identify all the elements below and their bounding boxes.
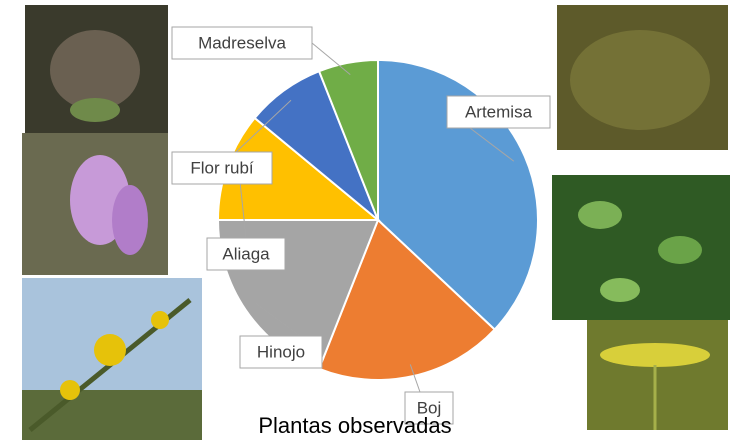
- photo-detail: [587, 430, 728, 438]
- pie-slice: [317, 58, 379, 221]
- leader-line: [469, 127, 515, 162]
- label-box: [206, 237, 286, 271]
- photo-detail: [658, 236, 702, 264]
- label-box: [171, 26, 313, 60]
- photo-detail: [600, 343, 710, 367]
- label-box: [239, 335, 323, 369]
- data-label: Aliaga: [222, 244, 270, 263]
- label-box: [171, 151, 273, 185]
- photo: [587, 320, 728, 438]
- label-box: [404, 391, 454, 425]
- label-box: [446, 95, 551, 129]
- photo-detail: [600, 278, 640, 302]
- photo-detail: [578, 201, 622, 229]
- data-label: Madreselva: [198, 33, 286, 52]
- photo-detail: [570, 30, 710, 130]
- leader-line: [311, 42, 351, 76]
- photo-detail: [50, 30, 140, 110]
- chart-title: Plantas observadas: [258, 413, 451, 438]
- photo-detail: [70, 98, 120, 122]
- data-label: Boj: [417, 398, 442, 417]
- data-label: Flor rubí: [190, 158, 254, 177]
- data-label: Hinojo: [257, 342, 305, 361]
- leader-line: [235, 99, 292, 153]
- photo-detail: [112, 185, 148, 255]
- photos: [22, 5, 730, 440]
- photo-detail: [151, 311, 169, 329]
- photo: [552, 175, 730, 320]
- photo-detail: [94, 334, 126, 366]
- labels: Artemisa Boj Hinojo Aliaga Flor rubí Madresel…: [171, 26, 551, 425]
- data-label: Artemisa: [465, 102, 533, 121]
- photo-detail: [60, 380, 80, 400]
- leader-line: [409, 364, 421, 393]
